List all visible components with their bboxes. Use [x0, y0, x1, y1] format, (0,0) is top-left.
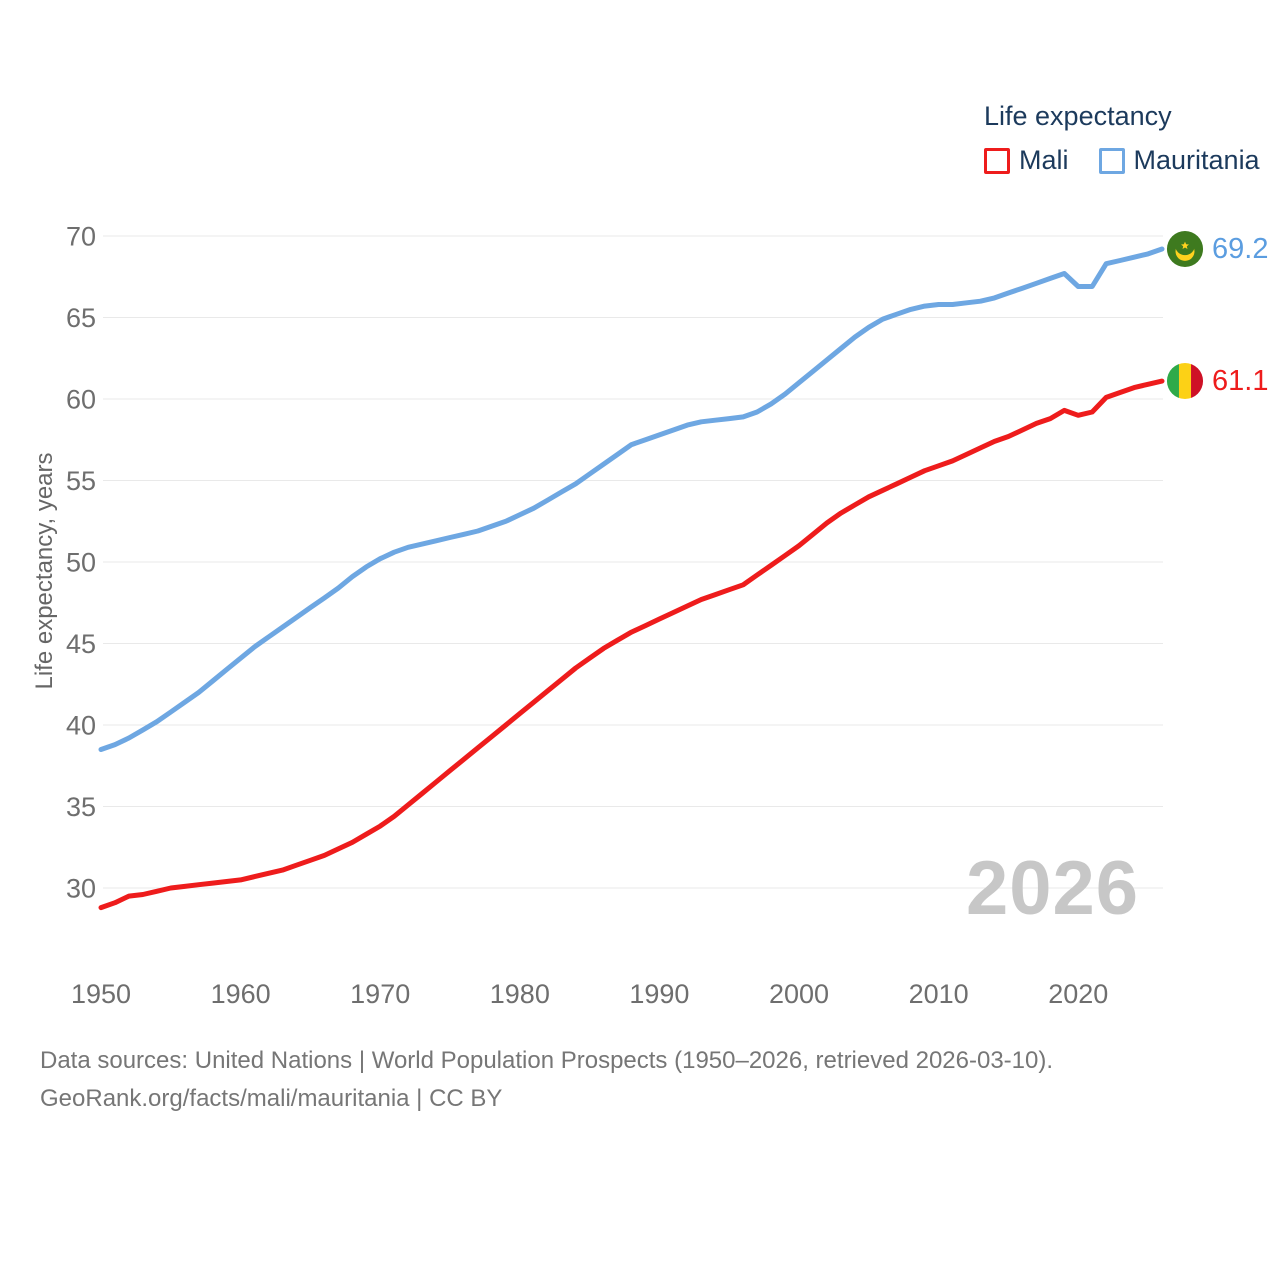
x-tick-label: 1960 — [211, 979, 271, 1009]
y-tick-label: 65 — [66, 303, 96, 333]
mali-flag-icon — [1166, 362, 1204, 400]
x-tick-label: 1950 — [71, 979, 131, 1009]
y-tick-label: 60 — [66, 385, 96, 415]
gridlines — [103, 235, 1163, 889]
mali-end-value: 61.1 — [1212, 364, 1269, 397]
x-tick-label: 2010 — [909, 979, 969, 1009]
legend-item-mauritania[interactable]: Mauritania — [1098, 145, 1260, 176]
mali-legend-swatch — [984, 147, 1010, 174]
y-axis-labels: 30 35 40 45 50 55 60 65 70 — [66, 222, 96, 904]
mauritania-end-label: 69.2 — [1166, 230, 1268, 268]
watermark-year: 2026 — [966, 846, 1140, 931]
x-tick-label: 1980 — [490, 979, 550, 1009]
mali-end-label: 61.1 — [1166, 362, 1268, 400]
x-axis-labels: 1950 1960 1970 1980 1990 2000 2010 2020 — [71, 979, 1108, 1009]
source-line-1: Data sources: United Nations | World Pop… — [40, 1047, 1054, 1074]
legend-items: Mali Mauritania — [984, 145, 1260, 176]
mauritania-legend-swatch — [1098, 147, 1125, 174]
mauritania-line[interactable] — [98, 246, 1165, 752]
y-tick-label: 40 — [66, 711, 96, 741]
y-tick-label: 45 — [66, 629, 96, 659]
mali-line[interactable] — [98, 378, 1165, 911]
source-attribution: Data sources: United Nations | World Pop… — [40, 1042, 1053, 1118]
y-tick-label: 50 — [66, 548, 96, 578]
source-line-2: GeoRank.org/facts/mali/mauritania | CC B… — [40, 1085, 503, 1112]
x-tick-label: 1970 — [350, 979, 410, 1009]
y-axis-title: Life expectancy, years — [31, 452, 58, 690]
y-tick-label: 30 — [66, 874, 96, 904]
x-tick-label: 1990 — [629, 979, 689, 1009]
mauritania-end-value: 69.2 — [1212, 232, 1269, 265]
mauritania-flag-icon — [1166, 230, 1204, 268]
legend: Life expectancy Mali Mauritania — [984, 100, 1260, 176]
x-tick-label: 2000 — [769, 979, 829, 1009]
legend-label-mali: Mali — [1019, 145, 1069, 175]
y-tick-label: 35 — [66, 792, 96, 822]
legend-title: Life expectancy — [984, 101, 1172, 131]
y-tick-label: 55 — [66, 466, 96, 496]
y-tick-label: 70 — [66, 222, 96, 252]
legend-item-mali[interactable]: Mali — [984, 145, 1069, 176]
legend-label-mauritania: Mauritania — [1133, 145, 1260, 175]
x-tick-label: 2020 — [1048, 979, 1108, 1009]
